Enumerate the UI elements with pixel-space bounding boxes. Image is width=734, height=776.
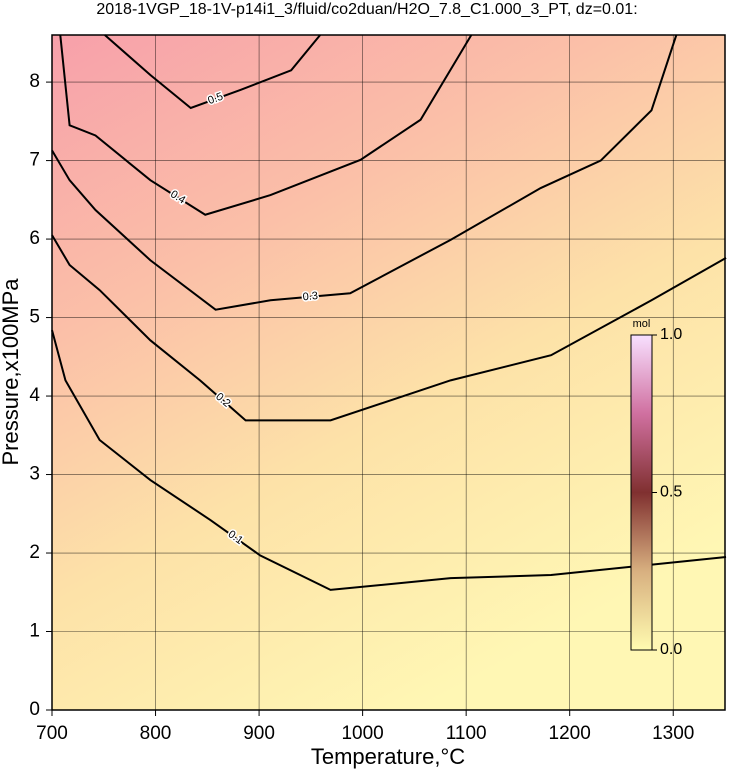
colorbar-tick-label: 1.0: [660, 326, 682, 343]
y-tick-label: 3: [29, 464, 40, 485]
y-tick-label: 6: [29, 228, 40, 249]
x-tick-label: 700: [36, 723, 68, 744]
y-axis-label: Pressure,x100MPa: [0, 278, 23, 466]
plot-frame: [51, 34, 726, 711]
y-tick-label: 2: [29, 542, 40, 563]
chart-title: 2018-1VGP_18-1V-p14i1_3/fluid/co2duan/H2…: [96, 1, 637, 18]
y-tick-label: 1: [29, 621, 40, 642]
x-axis-label: Temperature,°C: [311, 744, 465, 769]
y-tick-label: 5: [29, 307, 40, 328]
y-tick-label: 4: [29, 385, 40, 406]
contour-line: [51, 34, 678, 311]
x-tick-label: 900: [243, 723, 275, 744]
x-tick-label: 1100: [446, 723, 487, 744]
x-tick-label: 1300: [652, 723, 694, 744]
x-tick-label: 800: [140, 723, 172, 744]
y-tick-label: 0: [29, 699, 40, 720]
x-tick-label: 1000: [341, 723, 383, 744]
colorbar-tick-label: 0.5: [660, 484, 682, 501]
y-tick-label: 8: [29, 71, 40, 92]
contour-line: [104, 34, 321, 110]
contour-line: [51, 234, 727, 422]
y-tick-label: 7: [29, 150, 40, 171]
contour-label: 0.3: [302, 290, 318, 303]
contour-line: [59, 34, 473, 216]
colorbar-tick-label: 0.0: [660, 641, 682, 658]
colorbar-label: mol: [633, 318, 651, 330]
colorbar: [630, 334, 653, 651]
contour-line: [51, 329, 727, 591]
x-tick-label: 1200: [549, 723, 591, 744]
